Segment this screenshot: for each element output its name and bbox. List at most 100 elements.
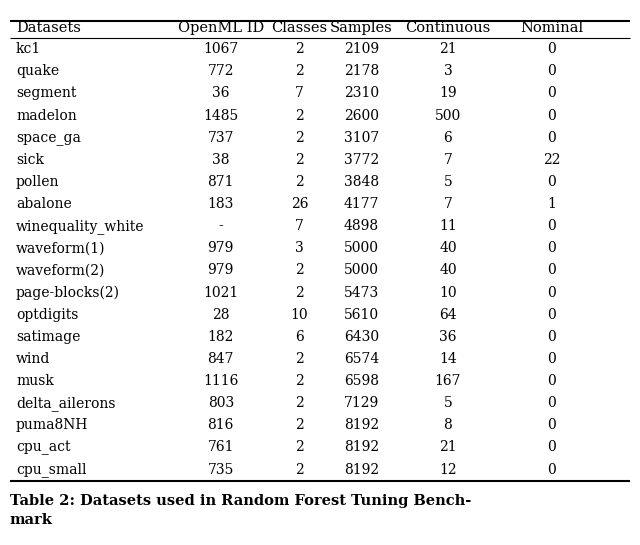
Text: 40: 40: [439, 241, 457, 256]
Text: cpu_act: cpu_act: [16, 440, 70, 455]
Text: 12: 12: [439, 463, 457, 477]
Text: 979: 979: [207, 263, 234, 277]
Text: 6574: 6574: [344, 352, 380, 366]
Text: 6598: 6598: [344, 374, 379, 388]
Text: 5610: 5610: [344, 308, 379, 322]
Text: 1021: 1021: [203, 286, 239, 300]
Text: Classes: Classes: [271, 21, 328, 35]
Text: sick: sick: [16, 153, 44, 167]
Text: winequality_white: winequality_white: [16, 219, 145, 234]
Text: Samples: Samples: [330, 21, 393, 35]
Text: 2: 2: [295, 419, 304, 432]
Text: 10: 10: [291, 308, 308, 322]
Text: 2: 2: [295, 42, 304, 56]
Text: 10: 10: [439, 286, 457, 300]
Text: 19: 19: [439, 87, 457, 100]
Text: 1067: 1067: [203, 42, 239, 56]
Text: 64: 64: [439, 308, 457, 322]
Text: 0: 0: [547, 131, 556, 145]
Text: optdigits: optdigits: [16, 308, 78, 322]
Text: 871: 871: [207, 175, 234, 189]
Text: 8192: 8192: [344, 440, 379, 455]
Text: 0: 0: [547, 64, 556, 78]
Text: 3107: 3107: [344, 131, 380, 145]
Text: 0: 0: [547, 108, 556, 123]
Text: OpenML ID: OpenML ID: [178, 21, 264, 35]
Text: 38: 38: [212, 153, 230, 167]
Text: space_ga: space_ga: [16, 131, 81, 145]
Text: 2: 2: [295, 64, 304, 78]
Text: 2: 2: [295, 108, 304, 123]
Text: 2: 2: [295, 175, 304, 189]
Text: 0: 0: [547, 463, 556, 477]
Text: 21: 21: [439, 440, 457, 455]
Text: 4898: 4898: [344, 219, 379, 233]
Text: 3772: 3772: [344, 153, 380, 167]
Text: 7129: 7129: [344, 396, 380, 410]
Text: kc1: kc1: [16, 42, 41, 56]
Text: 1: 1: [547, 197, 556, 211]
Text: 847: 847: [207, 352, 234, 366]
Text: 14: 14: [439, 352, 457, 366]
Text: 979: 979: [207, 241, 234, 256]
Text: 500: 500: [435, 108, 461, 123]
Text: 5000: 5000: [344, 241, 379, 256]
Text: 167: 167: [435, 374, 461, 388]
Text: 2600: 2600: [344, 108, 379, 123]
Text: 6: 6: [295, 330, 304, 344]
Text: 7: 7: [295, 219, 304, 233]
Text: 2: 2: [295, 263, 304, 277]
Text: 4177: 4177: [344, 197, 380, 211]
Text: cpu_small: cpu_small: [16, 462, 86, 477]
Text: 1485: 1485: [203, 108, 239, 123]
Text: 8: 8: [444, 419, 452, 432]
Text: 2: 2: [295, 374, 304, 388]
Text: 0: 0: [547, 42, 556, 56]
Text: 36: 36: [439, 330, 457, 344]
Text: pollen: pollen: [16, 175, 60, 189]
Text: 0: 0: [547, 330, 556, 344]
Text: waveform(2): waveform(2): [16, 263, 106, 277]
Text: 0: 0: [547, 263, 556, 277]
Text: 6430: 6430: [344, 330, 379, 344]
Text: 36: 36: [212, 87, 230, 100]
Text: 3848: 3848: [344, 175, 379, 189]
Text: -: -: [218, 219, 223, 233]
Text: 2: 2: [295, 440, 304, 455]
Text: 5: 5: [444, 175, 452, 189]
Text: 0: 0: [547, 175, 556, 189]
Text: 803: 803: [207, 396, 234, 410]
Text: 0: 0: [547, 374, 556, 388]
Text: 7: 7: [295, 87, 304, 100]
Text: 816: 816: [207, 419, 234, 432]
Text: 0: 0: [547, 352, 556, 366]
Text: 2: 2: [295, 153, 304, 167]
Text: 1116: 1116: [203, 374, 239, 388]
Text: 0: 0: [547, 308, 556, 322]
Text: 735: 735: [207, 463, 234, 477]
Text: 5473: 5473: [344, 286, 380, 300]
Text: 2: 2: [295, 352, 304, 366]
Text: musk: musk: [16, 374, 54, 388]
Text: 2178: 2178: [344, 64, 380, 78]
Text: 2: 2: [295, 286, 304, 300]
Text: delta_ailerons: delta_ailerons: [16, 396, 115, 411]
Text: 0: 0: [547, 286, 556, 300]
Text: 11: 11: [439, 219, 457, 233]
Text: Table 2: Datasets used in Random Forest Tuning Bench-: Table 2: Datasets used in Random Forest …: [10, 494, 471, 508]
Text: 40: 40: [439, 263, 457, 277]
Text: quake: quake: [16, 64, 59, 78]
Text: puma8NH: puma8NH: [16, 419, 88, 432]
Text: 2310: 2310: [344, 87, 379, 100]
Text: page-blocks(2): page-blocks(2): [16, 286, 120, 300]
Text: 0: 0: [547, 241, 556, 256]
Text: mark: mark: [10, 513, 52, 528]
Text: Datasets: Datasets: [16, 21, 81, 35]
Text: 183: 183: [207, 197, 234, 211]
Text: 5000: 5000: [344, 263, 379, 277]
Text: 761: 761: [207, 440, 234, 455]
Text: segment: segment: [16, 87, 76, 100]
Text: 2109: 2109: [344, 42, 379, 56]
Text: 2: 2: [295, 396, 304, 410]
Text: 772: 772: [207, 64, 234, 78]
